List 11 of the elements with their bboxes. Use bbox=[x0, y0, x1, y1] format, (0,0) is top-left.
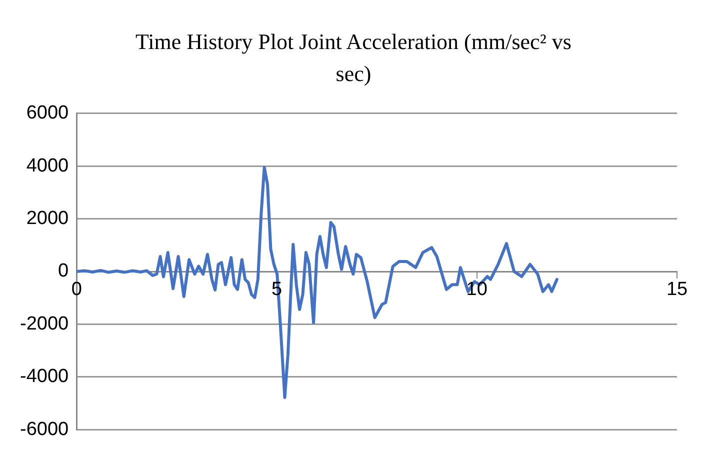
y-tick-label: 6000 bbox=[26, 102, 69, 124]
y-tick-label: 4000 bbox=[26, 155, 69, 176]
y-tick-label: -6000 bbox=[20, 418, 69, 440]
y-tick-label: -4000 bbox=[20, 366, 69, 388]
x-tick-label: 15 bbox=[666, 279, 688, 300]
y-tick-label: 0 bbox=[58, 260, 69, 282]
x-tick-label: 10 bbox=[466, 279, 488, 300]
chart-title: Time History Plot Joint Acceleration (mm/sec² vs sec) bbox=[134, 28, 572, 88]
y-tick-label: 2000 bbox=[26, 208, 69, 230]
x-tick-label: 0 bbox=[71, 279, 82, 300]
y-tick-label: -2000 bbox=[20, 313, 69, 334]
